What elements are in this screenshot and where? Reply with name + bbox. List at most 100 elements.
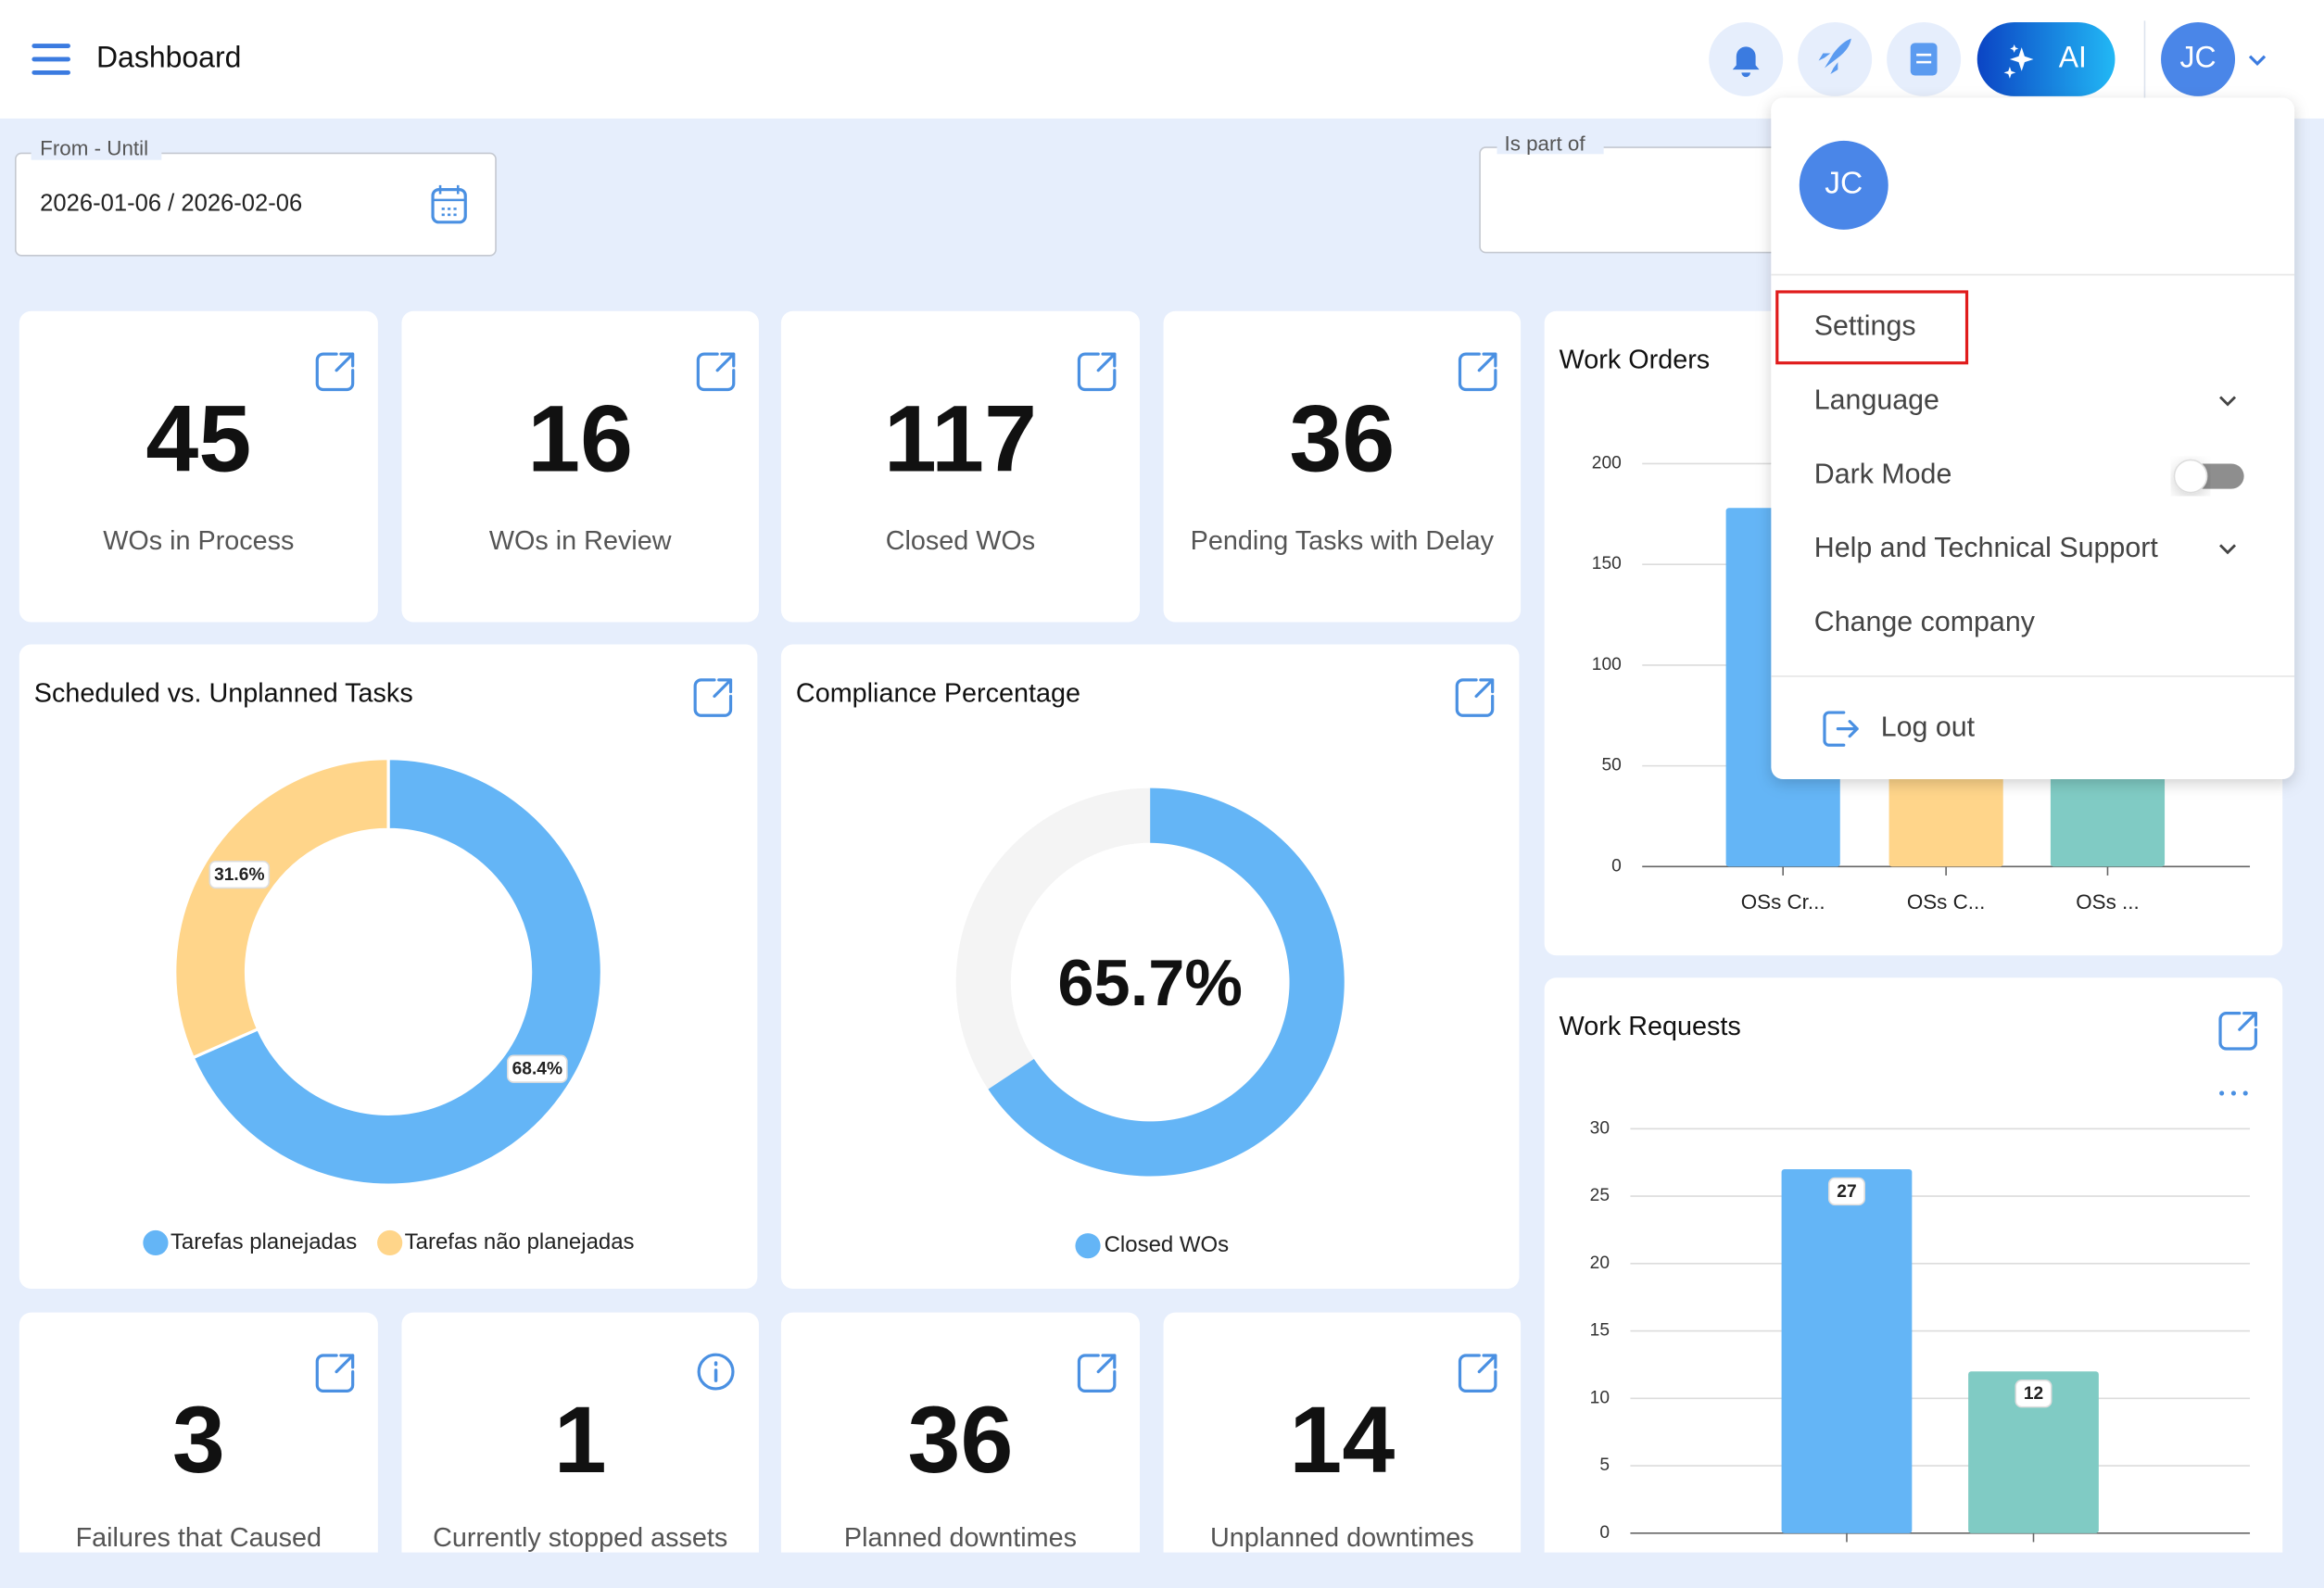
kpi-card[interactable]: 36 Pending Tasks with Delay [1163,310,1522,623]
card [1163,1312,1522,1580]
open-icon[interactable] [2218,1012,2258,1051]
kpi-value: 14 [1289,1386,1395,1493]
logout-icon [1823,711,1859,747]
kpi-card[interactable]: 45 WOs in Process [19,310,378,623]
card [19,310,378,623]
label-gap [1497,132,1604,155]
calendar-icon[interactable] [431,188,467,224]
header: Dashboard AI JC [0,0,2324,119]
open-icon[interactable] [1458,1354,1497,1393]
kpi-value: 36 [908,1386,1014,1493]
value-label-box [507,1054,568,1083]
date-range-input[interactable] [14,152,497,257]
pie-segment [191,757,603,1187]
open-icon[interactable] [1077,352,1117,392]
bar[interactable] [2050,751,2166,867]
kpi-card[interactable]: 14 Unplanned downtimes [1163,1312,1522,1580]
open-icon[interactable] [315,1354,355,1393]
legend-label: Tarefas planejadas [171,1229,357,1254]
more-options[interactable] [2219,1090,2225,1096]
info-icon[interactable] [697,1353,735,1391]
card [780,310,1141,623]
y-tick-label: 30 [1590,1118,1610,1138]
bar[interactable] [1968,1371,2099,1533]
y-tick-label: 0 [1611,856,1622,876]
page-bottom [0,1552,2324,1588]
value-label: 27 [1837,1182,1856,1202]
menu-item[interactable]: Log out [1881,712,1976,743]
kpi-value: 117 [884,384,1037,491]
rocket-icon [1818,38,1851,74]
card [780,1312,1141,1580]
card [1163,310,1522,623]
y-tick-label: 50 [1601,756,1621,775]
value-label: 68.4% [512,1060,562,1079]
kpi-card[interactable]: 16 WOs in Review [401,310,759,623]
chart-title: Compliance Percentage [796,678,1080,708]
menu-item[interactable]: Settings [1814,309,1916,341]
filters: From - Until 2026-01-06 / 2026-02-06 Is pa… [14,132,1955,257]
menu-item[interactable]: Change company [1814,606,2036,637]
y-tick-label: 25 [1590,1186,1610,1205]
kpi-card[interactable]: 117 Closed WOs [780,310,1141,623]
kpi-value: 16 [527,384,633,491]
card [780,644,1520,1290]
open-icon[interactable] [1077,1354,1117,1393]
menu-button[interactable] [32,44,70,75]
user-menu-chevron[interactable] [2248,55,2267,67]
legend-swatch [1075,1233,1101,1259]
chart-card: Scheduled vs. Unplanned Tasks 68.4% 31.6% T… [19,644,758,1290]
y-tick-label: 5 [1599,1456,1610,1475]
is-part-of-label: Is part of [1504,132,1585,156]
ai-button[interactable] [1977,21,2116,96]
gauge-arc [988,788,1345,1177]
open-icon[interactable] [696,352,736,392]
dark-mode-toggle-knob [2173,459,2208,494]
open-icon[interactable] [1458,352,1497,392]
card [401,310,759,623]
value-label: 12 [2024,1384,2043,1404]
gauge-value: 65.7% [1057,946,1243,1019]
legend-label: Closed WOs [1105,1232,1230,1257]
menu-item[interactable]: Language [1814,384,1939,415]
menu-item[interactable]: Help and Technical Support [1814,532,2159,563]
date-range-label: From - Until [40,136,148,159]
menu-avatar-initials: JC [1825,167,1863,201]
more-options[interactable] [2230,1090,2236,1096]
y-tick-label: 10 [1590,1388,1610,1407]
kpi-label: Failures that Caused [76,1523,322,1553]
kpi-card[interactable]: 3 Failures that Caused [19,1312,378,1580]
label-gap [31,139,162,160]
kpi-label: Pending Tasks with Delay [1191,526,1495,556]
open-icon[interactable] [693,678,733,717]
y-tick-label: 20 [1590,1254,1610,1273]
value-label-box [2015,1380,2052,1408]
expand-chevron[interactable] [2219,544,2237,555]
open-icon[interactable] [1455,678,1495,717]
sparkle-icon [2003,44,2034,79]
kpi-card[interactable]: 36 Planned downtimes [780,1312,1141,1580]
kpi-value: 1 [554,1386,607,1493]
y-tick-label: 150 [1592,554,1622,573]
open-icon[interactable] [315,352,355,392]
bell-icon [1732,46,1760,78]
bar[interactable] [1781,1168,1913,1533]
chart-title: Scheduled vs. Unplanned Tasks [34,678,413,708]
document-icon [1910,43,1938,76]
more-options[interactable] [2242,1090,2248,1096]
x-tick-label: OSs Cr... [1741,890,1825,914]
kpi-label: Currently stopped assets [433,1523,727,1553]
kpi-card[interactable]: 1 Currently stopped assets [401,1312,759,1580]
user-menu: JC Settings Language Dark Mode Help and Tech… [1771,97,2295,780]
menu-item[interactable]: Dark Mode [1814,458,1952,489]
x-tick-label: OSs ... [2076,890,2139,914]
card [19,644,758,1290]
value-label: 31.6% [214,865,264,885]
user-avatar[interactable] [2161,21,2236,96]
kpi-label: Unplanned downtimes [1210,1523,1474,1553]
expand-chevron[interactable] [2219,396,2237,407]
menu-avatar [1799,140,1888,230]
kpi-label: Closed WOs [886,526,1035,556]
card [19,1312,378,1580]
